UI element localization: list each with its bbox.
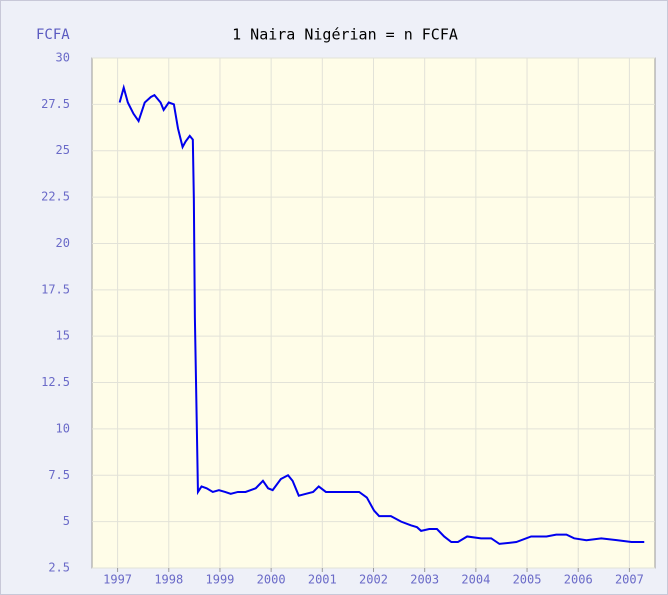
x-tick-label: 2006	[564, 573, 593, 587]
x-tick-label: 2002	[359, 573, 388, 587]
x-tick-label: 1999	[206, 573, 235, 587]
y-tick-label: 7.5	[48, 468, 70, 482]
x-tick-label: 2007	[615, 573, 644, 587]
y-tick-label: 15	[56, 329, 70, 343]
y-tick-label: 5	[63, 514, 70, 528]
y-tick-label: 17.5	[41, 282, 70, 296]
y-tick-label: 10	[56, 421, 70, 435]
y-axis-label: FCFA	[36, 27, 70, 43]
y-tick-label: 27.5	[41, 97, 70, 111]
data-line	[118, 83, 645, 545]
y-tick-label: 22.5	[41, 190, 70, 204]
x-tick-label: 2003	[410, 573, 439, 587]
x-tick-label: 2005	[513, 573, 542, 587]
y-tick-label: 12.5	[41, 375, 70, 389]
x-tick-label: 1998	[154, 573, 183, 587]
y-tick-label: 25	[56, 143, 70, 157]
chart-title: 1 Naira Nigérian = n FCFA	[232, 26, 458, 44]
x-tick-label: 2004	[461, 573, 490, 587]
x-tick-label: 1997	[103, 573, 132, 587]
y-tick-label: 20	[56, 236, 70, 250]
y-tick-label: 2.5	[48, 561, 70, 575]
x-tick-label: 2001	[308, 573, 337, 587]
x-tick-label: 2000	[257, 573, 286, 587]
y-tick-label: 30	[56, 51, 70, 65]
